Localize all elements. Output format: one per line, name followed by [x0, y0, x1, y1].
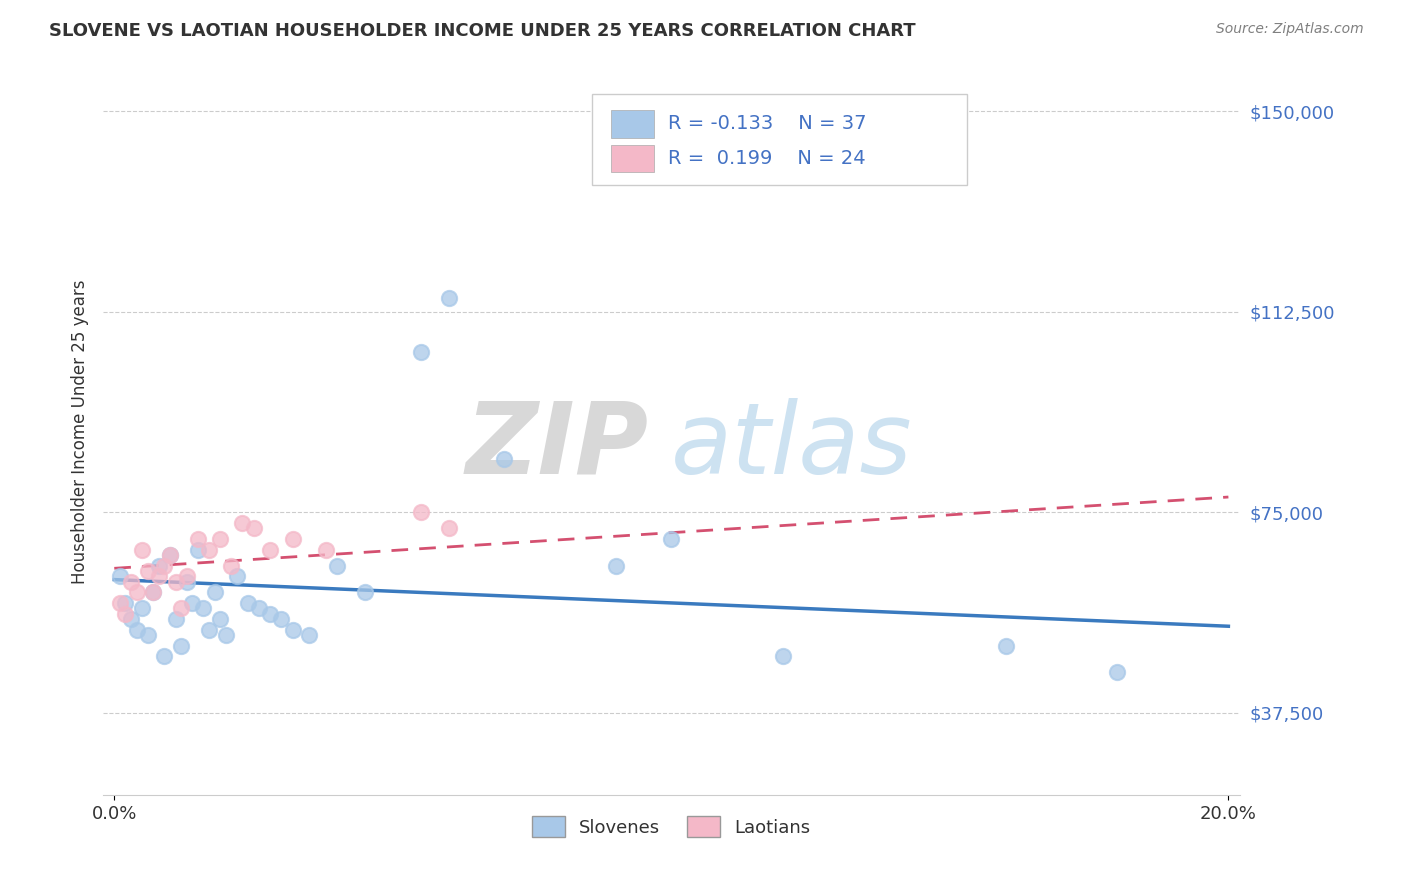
Point — [409, 344, 432, 359]
Point — [437, 521, 460, 535]
Point — [165, 612, 187, 626]
Point — [176, 569, 198, 583]
Point — [114, 596, 136, 610]
Point — [215, 628, 238, 642]
Point — [170, 639, 193, 653]
Point — [120, 612, 142, 626]
FancyBboxPatch shape — [592, 94, 967, 185]
Point — [409, 505, 432, 519]
Text: Source: ZipAtlas.com: Source: ZipAtlas.com — [1216, 22, 1364, 37]
Point — [259, 542, 281, 557]
Point — [114, 607, 136, 621]
Point — [354, 585, 377, 599]
Y-axis label: Householder Income Under 25 years: Householder Income Under 25 years — [72, 280, 89, 584]
Point — [165, 574, 187, 589]
Point — [193, 601, 215, 615]
Point — [298, 628, 321, 642]
Point — [136, 564, 159, 578]
Text: SLOVENE VS LAOTIAN HOUSEHOLDER INCOME UNDER 25 YEARS CORRELATION CHART: SLOVENE VS LAOTIAN HOUSEHOLDER INCOME UN… — [49, 22, 915, 40]
Point — [187, 532, 209, 546]
Point — [1105, 665, 1128, 680]
Point — [247, 601, 270, 615]
Point — [153, 649, 176, 664]
Point — [131, 601, 153, 615]
Text: R =  0.199    N = 24: R = 0.199 N = 24 — [668, 149, 866, 169]
Text: atlas: atlas — [671, 398, 912, 495]
Point — [315, 542, 337, 557]
Text: R = -0.133    N = 37: R = -0.133 N = 37 — [668, 114, 866, 133]
Point — [494, 451, 516, 466]
Point — [108, 569, 131, 583]
Legend: Slovenes, Laotians: Slovenes, Laotians — [524, 809, 818, 845]
Point — [772, 649, 794, 664]
Point — [437, 291, 460, 305]
Bar — [612, 145, 654, 172]
Point — [142, 585, 165, 599]
Point — [125, 623, 148, 637]
Point — [259, 607, 281, 621]
Point — [142, 585, 165, 599]
Point — [605, 558, 627, 573]
Point — [198, 542, 221, 557]
Point — [659, 532, 682, 546]
Point — [170, 601, 193, 615]
Point — [281, 623, 304, 637]
Point — [231, 516, 253, 530]
Point — [204, 585, 226, 599]
Point — [994, 639, 1017, 653]
Point — [159, 548, 181, 562]
Point — [281, 532, 304, 546]
Point — [187, 542, 209, 557]
Point — [176, 574, 198, 589]
Point — [125, 585, 148, 599]
Point — [209, 612, 232, 626]
Point — [225, 569, 247, 583]
Point — [181, 596, 204, 610]
Point — [326, 558, 349, 573]
Point — [219, 558, 242, 573]
Point — [236, 596, 259, 610]
Point — [198, 623, 221, 637]
Point — [153, 558, 176, 573]
Point — [131, 542, 153, 557]
Point — [242, 521, 264, 535]
Point — [148, 569, 170, 583]
Text: ZIP: ZIP — [465, 398, 648, 495]
Point — [108, 596, 131, 610]
Bar — [612, 110, 654, 137]
Point — [159, 548, 181, 562]
Point — [209, 532, 232, 546]
Point — [270, 612, 292, 626]
Point — [148, 558, 170, 573]
Point — [136, 628, 159, 642]
Point — [120, 574, 142, 589]
